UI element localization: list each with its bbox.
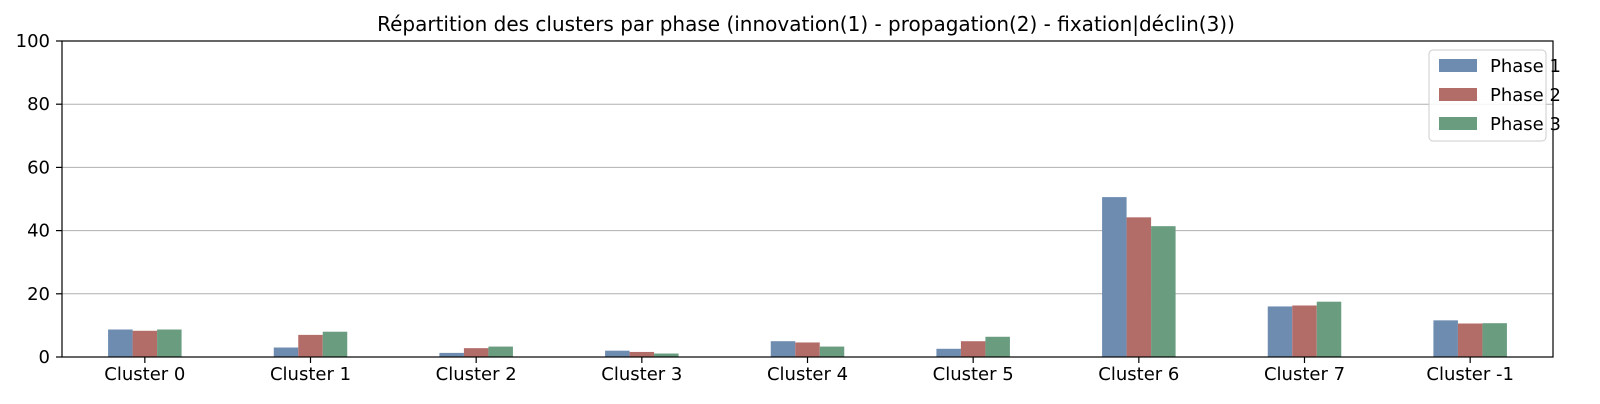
x-tick-label: Cluster 5	[933, 364, 1014, 385]
bar-phase-1-cluster-3	[605, 350, 630, 357]
legend: Phase 1 Phase 2 Phase 3	[1428, 49, 1561, 142]
y-tick-label: 80	[27, 94, 50, 115]
legend-label: Phase 3	[1490, 114, 1561, 135]
x-tick-label: Cluster 0	[104, 364, 185, 385]
bar-phase-3-cluster-7	[1316, 301, 1342, 357]
x-tick-label: Cluster -1	[1426, 364, 1514, 385]
x-axis-ticks: Cluster 0 Cluster 1 Cluster 2 Cluster 3 Clus…	[104, 357, 1514, 385]
bar-phase-3-cluster-1	[322, 331, 348, 357]
x-tick-label: Cluster 2	[436, 364, 517, 385]
x-tick-label: Cluster 6	[1098, 364, 1179, 385]
bar-phase-2-cluster-1	[298, 334, 323, 357]
bar-phase-2-cluster-6	[1126, 217, 1152, 357]
legend-swatch	[1439, 88, 1477, 101]
chart-title: Répartition des clusters par phase (inno…	[377, 12, 1235, 36]
bar-phase-2-cluster-3	[629, 351, 655, 357]
x-tick-label: Cluster 4	[767, 364, 848, 385]
x-tick-label: Cluster 3	[601, 364, 682, 385]
bar-phase-2-cluster-5	[960, 341, 986, 357]
bar-phase-3-cluster-4	[819, 346, 845, 357]
y-tick-label: 100	[16, 31, 50, 52]
gridlines	[62, 40, 1553, 295]
bar-phase-1-cluster-4	[770, 341, 796, 357]
bar-phase-2-cluster-2	[463, 348, 489, 357]
bar-phase-3-cluster-3	[654, 353, 679, 357]
bars	[108, 197, 1507, 357]
legend-label: Phase 2	[1490, 85, 1561, 106]
legend-swatch	[1439, 59, 1477, 72]
bar-phase-1-cluster-6	[1102, 197, 1127, 357]
y-tick-label: 20	[27, 284, 50, 305]
y-tick-label: 0	[39, 347, 50, 368]
bar-phase-1-cluster-5	[936, 348, 961, 357]
y-tick-label: 40	[27, 221, 50, 242]
bar-phase-1-cluster-0	[108, 329, 133, 357]
bar-phase-1-cluster-2	[439, 352, 464, 357]
bar-phase-1-cluster--1	[1433, 320, 1458, 357]
y-tick-label: 60	[27, 157, 50, 178]
bar-phase-3-cluster-5	[985, 336, 1010, 357]
bar-phase-2-cluster-7	[1292, 305, 1317, 357]
legend-label: Phase 1	[1490, 56, 1561, 77]
bar-phase-2-cluster-4	[795, 342, 820, 357]
y-axis-ticks: 0 20 40 60 80 100	[16, 31, 62, 368]
x-tick-label: Cluster 7	[1264, 364, 1345, 385]
x-tick-label: Cluster 1	[270, 364, 351, 385]
bar-phase-3-cluster-0	[157, 329, 182, 357]
legend-swatch	[1439, 117, 1477, 130]
bar-phase-1-cluster-7	[1267, 306, 1293, 357]
bar-phase-1-cluster-1	[273, 347, 299, 357]
bar-phase-2-cluster-0	[132, 330, 158, 357]
bar-phase-3-cluster-6	[1151, 226, 1176, 357]
bar-phase-3-cluster--1	[1482, 323, 1507, 357]
bar-phase-3-cluster-2	[488, 346, 513, 357]
bar-phase-2-cluster--1	[1457, 323, 1483, 357]
